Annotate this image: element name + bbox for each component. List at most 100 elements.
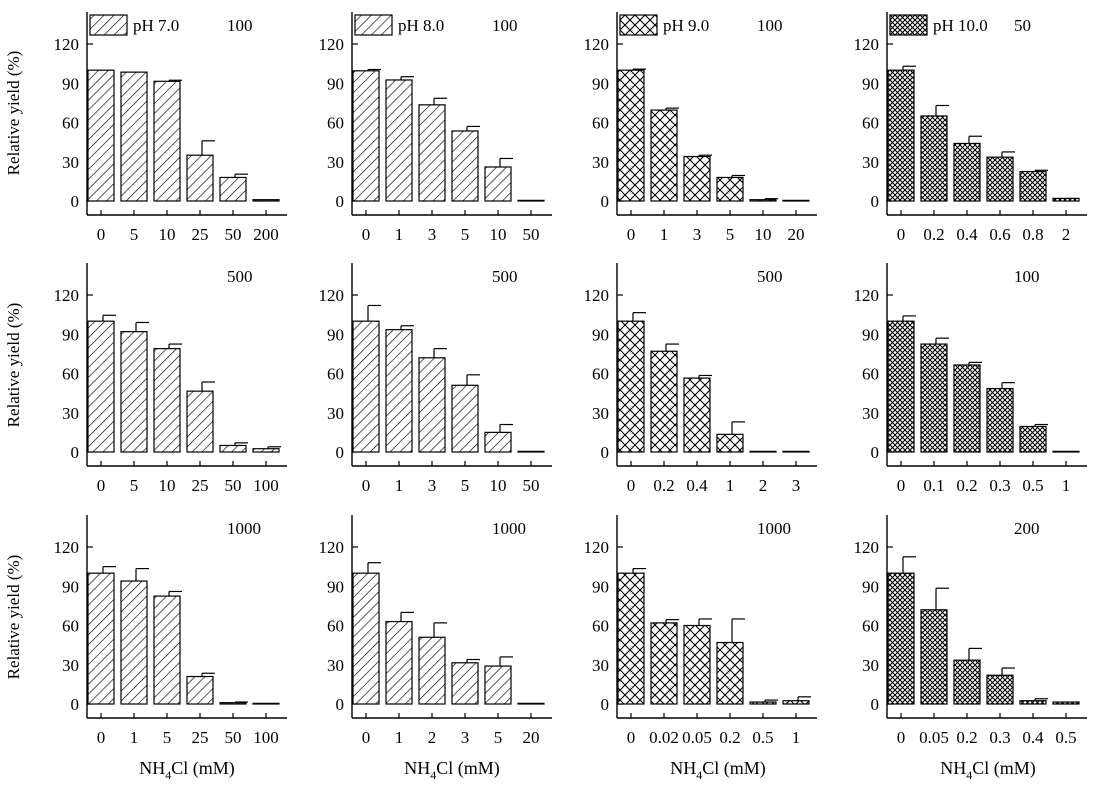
error-bar [731,421,745,435]
error-bar [201,672,215,677]
x-tick-label: 3 [792,476,801,495]
y-tick-label: 30 [862,404,879,423]
chart-panel-6: 0 30 60 90 120 0 1 3 5 10 50 500 [319,263,552,495]
bar [716,433,744,453]
bar [716,641,744,705]
x-tick-label: 0.2 [653,476,674,495]
bar [484,665,512,705]
bar [986,674,1014,705]
error-bar [902,315,916,322]
panel-annotation: 500 [492,267,518,286]
x-tick-label: 0.3 [989,728,1010,747]
bar [887,69,915,202]
y-tick-label: 120 [584,286,610,305]
x-tick-label: 1 [660,225,669,244]
chart-panel-3: 0 30 60 90 120 0 1 3 5 10 20 pH 9.0 100 [584,12,817,244]
x-tick-label: 50 [225,225,242,244]
y-tick-label: 30 [62,153,79,172]
y-axis-label-row-2: Relative yield (%) [4,303,23,428]
y-tick-label: 60 [327,114,344,133]
y-tick-label: 60 [862,114,879,133]
y-tick-label: 30 [327,404,344,423]
bar [219,444,247,453]
bar [986,156,1014,202]
bar [352,70,380,202]
x-tick-label: 0 [97,225,106,244]
y-tick-label: 90 [62,74,79,93]
bar [1052,701,1080,705]
y-tick-label: 30 [592,656,609,675]
y-tick-label: 60 [862,617,879,636]
bar [986,387,1014,453]
x-tick-label: 0.6 [989,225,1010,244]
error-bar [135,321,149,332]
error-bar [698,618,712,626]
x-tick-label: 0 [362,225,371,244]
y-axis-label-row-3: Relative yield (%) [4,555,23,680]
error-bar [135,567,149,582]
x-tick-label: 0 [897,728,906,747]
bar [120,71,148,202]
legend-label: pH 8.0 [398,16,444,35]
x-tick-label: 25 [192,728,209,747]
bar [683,155,711,202]
x-tick-label: 50 [523,476,540,495]
bar [219,176,247,202]
y-tick-label: 90 [862,325,879,344]
y-tick-label: 120 [854,35,880,54]
bar [650,350,678,453]
y-tick-label: 60 [862,365,879,384]
bar [385,620,413,705]
error-bar [466,374,480,386]
legend: pH 9.0 [619,14,709,36]
y-tick-label: 60 [592,365,609,384]
x-axis-label-col-3: NH4Cl (mM) [670,758,766,782]
bar [451,662,479,705]
x-axis-label-col-4: NH4Cl (mM) [940,758,1036,782]
x-axis-label-col-1: NH4Cl (mM) [139,758,235,782]
x-tick-label: 0.3 [989,476,1010,495]
x-axis-label-col-2: NH4Cl (mM) [404,758,500,782]
bar [87,320,115,453]
error-bar [935,587,949,610]
y-tick-label: 0 [871,695,880,714]
x-tick-label: 25 [192,476,209,495]
error-bar [764,198,778,200]
bar [782,700,810,705]
error-bar [902,556,916,574]
panel-annotation: 100 [492,16,518,35]
legend: pH 10.0 [889,14,988,36]
panel-annotation: 1000 [492,519,526,538]
error-bar [698,374,712,379]
error-bar [102,314,116,322]
y-tick-label: 60 [327,365,344,384]
x-tick-label: 0 [627,476,636,495]
error-bar [234,442,248,446]
y-tick-label: 90 [592,325,609,344]
error-bar [400,325,414,330]
error-bar [367,562,381,574]
x-tick-label: 10 [490,476,507,495]
bar [920,115,948,202]
bar [683,377,711,453]
x-tick-label: 0.4 [686,476,708,495]
legend-label: pH 7.0 [133,16,179,35]
x-tick-label: 5 [461,476,470,495]
y-tick-label: 0 [336,695,345,714]
y-tick-label: 30 [862,153,879,172]
bar [617,320,645,453]
bar [418,104,446,202]
x-tick-label: 3 [428,476,437,495]
x-tick-label: 0 [362,728,371,747]
bar [252,448,280,453]
panel-annotation: 100 [1014,267,1040,286]
x-tick-label: 1 [1062,476,1071,495]
y-tick-label: 60 [62,617,79,636]
error-bar [499,656,513,667]
y-tick-label: 120 [584,538,610,557]
x-tick-label: 25 [192,225,209,244]
x-tick-label: 0.5 [1022,476,1043,495]
y-tick-label: 120 [319,35,345,54]
